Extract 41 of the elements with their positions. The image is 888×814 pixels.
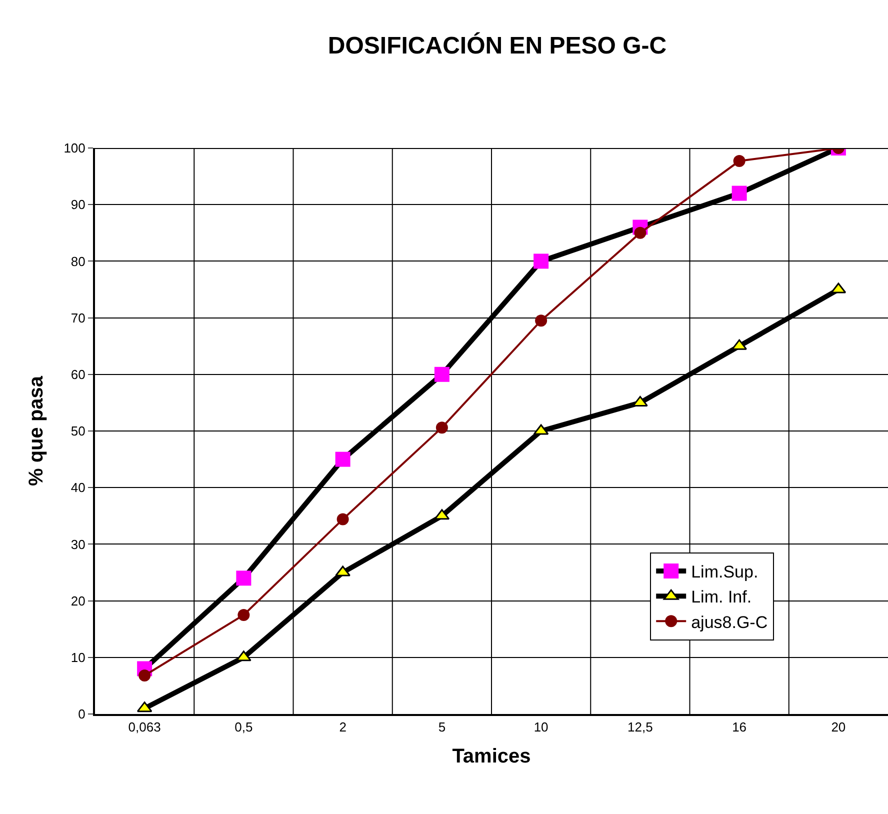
y-axis-title: % que pasa: [26, 375, 48, 486]
x-tick-label: 2: [339, 720, 346, 735]
point: [436, 422, 448, 434]
point: [732, 339, 747, 350]
point: [534, 254, 549, 269]
y-tick-label: 100: [64, 140, 86, 156]
x-tick-label: 12,5: [628, 720, 653, 735]
y-tick-label: 50: [70, 424, 86, 439]
point: [634, 226, 646, 239]
y-tick-label: 20: [70, 593, 86, 608]
point: [336, 513, 349, 526]
y-tick-label: 90: [70, 197, 86, 212]
point: [732, 186, 747, 201]
x-tick-label: 10: [534, 720, 548, 735]
x-axis-title: Tamices: [452, 746, 531, 768]
x-tick-label: 0,063: [128, 720, 161, 735]
point: [138, 670, 151, 682]
y-tick-label: 40: [70, 480, 86, 496]
y-tick-label: 80: [70, 254, 86, 269]
point: [535, 314, 548, 327]
point: [632, 396, 648, 406]
y-tick-label: 10: [70, 650, 86, 665]
point: [335, 566, 350, 576]
point: [238, 608, 250, 621]
point: [733, 155, 746, 168]
chart-title: DOSIFICACIÓN EN PESO G-C: [328, 31, 667, 60]
y-tick-label: 30: [70, 536, 86, 552]
legend-label: Lim.Sup.: [691, 562, 758, 582]
y-tick-label: 60: [70, 366, 86, 382]
point: [434, 366, 450, 382]
x-tick-label: 20: [831, 720, 846, 735]
point: [236, 570, 252, 586]
x-tick-label: 0,5: [234, 720, 253, 735]
point: [236, 650, 252, 662]
x-tick-label: 16: [732, 720, 747, 735]
y-tick-label: 0: [78, 706, 86, 722]
y-tick-label: 70: [70, 310, 86, 326]
legend-label: ajus8.G-C: [691, 612, 768, 632]
point: [335, 452, 350, 467]
x-tick-label: 5: [438, 720, 446, 735]
legend-label: Lim. Inf.: [691, 588, 752, 607]
